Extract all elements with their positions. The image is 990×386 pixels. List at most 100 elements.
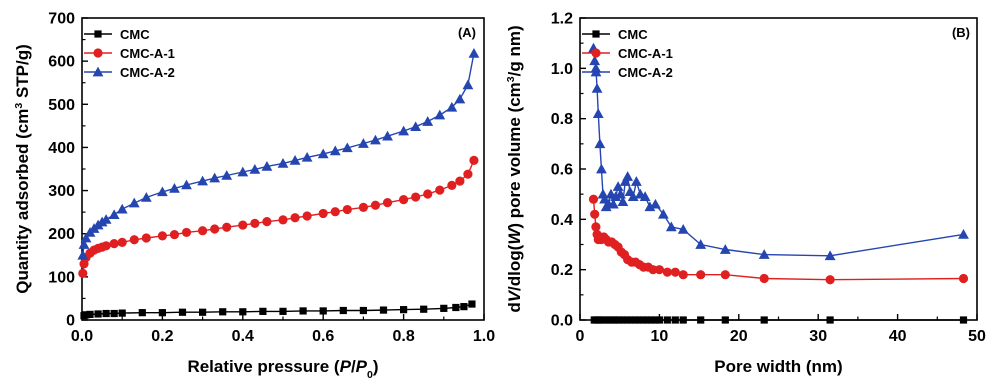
series-line: [82, 53, 475, 256]
x-tick-label: 50: [968, 328, 986, 345]
data-point: [588, 194, 599, 204]
data-point: [197, 175, 208, 186]
data-point: [644, 201, 656, 212]
data-point: [607, 198, 619, 209]
data-point: [695, 239, 707, 249]
data-point: [447, 180, 457, 190]
panel-label: (A): [458, 25, 476, 40]
data-point: [454, 93, 466, 104]
y-tick-label: 0.4: [551, 212, 573, 229]
data-point: [590, 209, 600, 219]
data-point: [620, 316, 628, 324]
data-point: [759, 273, 769, 284]
legend-label: CMC: [618, 27, 648, 42]
data-point: [631, 316, 640, 324]
data-point: [826, 316, 834, 324]
data-point: [697, 316, 705, 324]
data-point: [279, 307, 287, 315]
y-tick-label: 0.0: [551, 313, 573, 330]
data-point: [959, 316, 968, 324]
data-point: [619, 176, 631, 186]
axis-title-part: 0: [367, 369, 373, 381]
y-tick-label: 600: [48, 54, 75, 71]
data-point: [359, 306, 367, 315]
data-point: [594, 138, 606, 149]
y-axis-title: Quantity adsorbed (cm3 STP/g): [13, 44, 32, 294]
y-tick-label: 1.0: [551, 61, 573, 78]
data-point: [339, 306, 347, 315]
data-point: [318, 208, 328, 219]
axis-title-part: Quantity adsorbed (cm: [13, 109, 32, 294]
data-point: [77, 249, 89, 260]
data-point: [157, 231, 167, 241]
data-point: [118, 309, 126, 317]
axis-title-part: W: [505, 227, 524, 245]
axis-title-part: ): [373, 357, 379, 376]
data-point: [169, 183, 180, 193]
data-point: [249, 164, 261, 174]
data-point: [181, 227, 192, 238]
data-point: [80, 232, 92, 243]
data-point: [411, 192, 421, 202]
data-point: [596, 163, 607, 174]
data-point: [158, 309, 166, 317]
data-point: [250, 218, 260, 228]
x-tick-label: 0.6: [312, 328, 334, 345]
data-point: [238, 220, 248, 230]
data-point: [630, 176, 642, 186]
y-tick-label: 300: [48, 183, 75, 200]
data-point: [460, 303, 468, 311]
data-point: [410, 121, 422, 132]
data-point: [108, 209, 120, 220]
data-point: [319, 307, 327, 315]
data-point: [468, 300, 476, 308]
y-tick-label: 200: [48, 226, 75, 243]
legend-marker: [591, 48, 601, 58]
data-point: [261, 161, 273, 171]
data-point: [599, 193, 611, 204]
axis-title-part: d: [505, 302, 524, 312]
data-point: [662, 267, 672, 277]
data-point: [670, 267, 680, 277]
data-point: [420, 305, 428, 313]
data-point: [468, 47, 480, 58]
data-point: [221, 170, 233, 180]
data-point: [370, 200, 381, 210]
x-axis-title: Pore width (nm): [714, 357, 842, 376]
y-tick-label: 1.2: [551, 11, 573, 28]
data-point: [94, 310, 102, 318]
legend-label: CMC-A-1: [618, 46, 673, 61]
x-axis-title: Relative pressure (P/P0): [187, 357, 378, 381]
data-point: [289, 154, 301, 165]
data-point: [591, 222, 601, 232]
data-point: [82, 311, 90, 319]
axis-title-part: Pore width (nm): [714, 357, 842, 376]
x-tick-label: 0: [576, 328, 585, 345]
x-tick-label: 0.0: [71, 328, 93, 345]
legend-label: CMC-A-1: [120, 46, 175, 61]
data-point: [696, 270, 706, 280]
x-tick-label: 1.0: [473, 328, 495, 345]
data-point: [317, 148, 329, 159]
x-tick-label: 30: [809, 328, 827, 345]
data-point: [639, 316, 648, 324]
data-point: [469, 155, 479, 165]
axis-title-part: /g nm): [505, 25, 524, 76]
data-point: [140, 192, 152, 202]
legend-marker: [590, 66, 602, 77]
x-tick-label: 20: [730, 328, 748, 345]
x-tick-label: 0.8: [392, 328, 414, 345]
data-point: [440, 304, 448, 312]
y-tick-label: 0.6: [551, 162, 573, 179]
axis-title-part: Relative pressure (: [187, 357, 339, 376]
data-point: [825, 275, 835, 285]
data-point: [102, 309, 110, 318]
y-tick-label: 0: [66, 313, 75, 330]
data-point: [277, 157, 289, 168]
x-tick-label: 10: [651, 328, 669, 345]
data-point: [141, 233, 151, 243]
data-point: [157, 186, 168, 197]
data-point: [610, 191, 622, 202]
data-point: [301, 151, 313, 162]
axis-title-part: P: [356, 357, 368, 376]
